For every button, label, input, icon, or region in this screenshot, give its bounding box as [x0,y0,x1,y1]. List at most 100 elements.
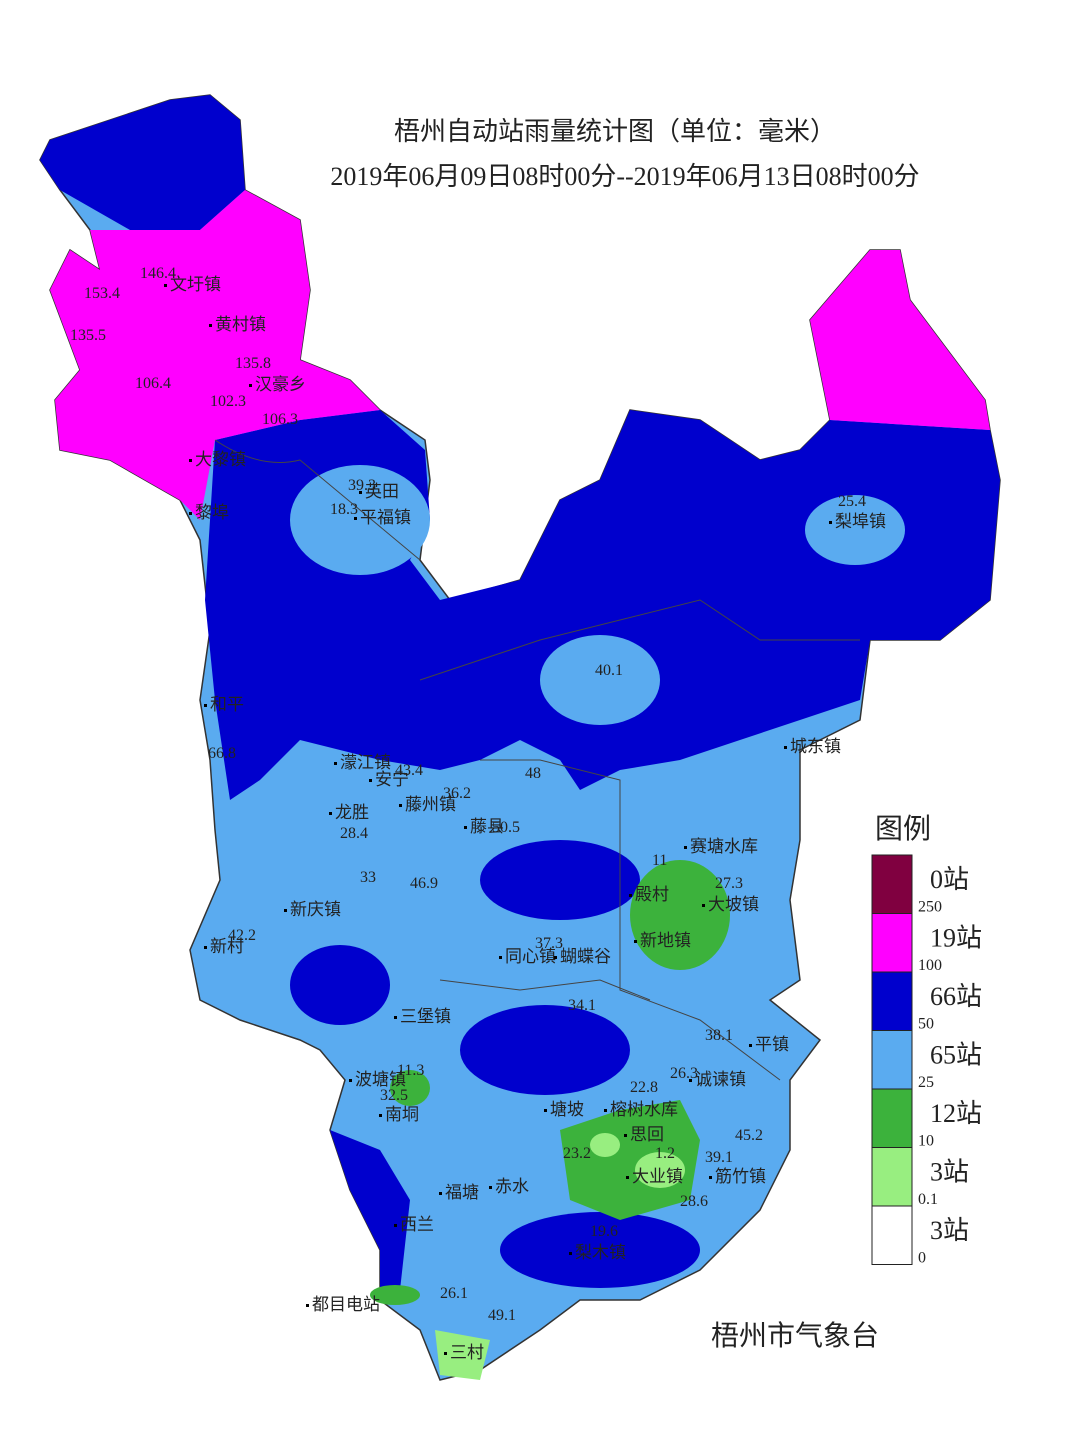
rain-reading: 146.4 [140,265,176,282]
zone-50-100 [40,95,245,230]
rain-reading: 43.4 [395,762,423,779]
place-name: 西兰 [400,1215,434,1234]
rain-reading: 26.1 [440,1285,468,1302]
zone-0-10 [435,1330,490,1380]
place-name: 和平 [210,695,244,714]
station-dot [624,1134,627,1137]
rain-reading: 23.2 [563,1145,591,1162]
rain-reading: 34.1 [568,997,596,1014]
place-name: 濛江镇 [340,753,391,772]
place-name: 黄村镇 [215,315,266,334]
place-name: 英田 [365,482,399,501]
legend-break: 25 [918,1074,934,1091]
station-dot [164,284,167,287]
place-name: 三村 [450,1343,484,1362]
rain-reading: 26.3 [670,1065,698,1082]
place-name: 南垌 [385,1105,419,1124]
map-subtitle: 2019年06月09日08时00分--2019年06月13日08时00分 [330,162,919,191]
station-dot [629,894,632,897]
rain-reading: 48 [525,765,541,782]
rain-reading: 106.4 [135,375,171,392]
legend-break: 0 [918,1250,926,1267]
station-dot [399,804,402,807]
zone-25-50 [290,465,430,575]
rain-reading: 11.3 [397,1062,424,1079]
rain-reading: 25.4 [838,493,866,510]
place-name: 文圩镇 [170,275,221,294]
legend-label: 0站 [930,865,969,894]
rain-reading: 19.6 [590,1223,618,1240]
rain-reading: 42.2 [228,927,256,944]
station-dot [604,1109,607,1112]
station-dot [689,1079,692,1082]
place-name: 梨埠镇 [835,512,886,531]
place-name: 平福镇 [360,508,411,527]
rain-reading: 135.8 [235,355,271,372]
zone-10-25 [630,860,730,970]
place-name: 塘坡 [550,1100,584,1119]
zone-10-25 [560,1100,700,1220]
station-dot [369,779,372,782]
place-name: 城东镇 [790,737,841,756]
rain-reading: 22.8 [630,1079,658,1096]
station-dot [284,909,287,912]
rain-reading: 18.3 [330,501,358,518]
legend-label: 65站 [930,1041,982,1070]
legend-label: 66站 [930,982,982,1011]
zone-10-25 [370,1285,420,1305]
legend-label: 12站 [930,1099,982,1128]
place-name: 波塘镇 [355,1070,406,1089]
border [480,759,781,1081]
place-name: 赤水 [495,1177,529,1196]
place-name: 龙胜 [335,803,369,822]
zone-50-100 [290,945,390,1025]
rain-reading: 36.2 [443,785,471,802]
rain-reading: 106.3 [262,411,298,428]
map-regions [39,94,1001,1381]
rain-reading: 39.3 [348,477,376,494]
rain-reading: 66.8 [208,745,236,762]
rain-reading: 49.1 [488,1307,516,1324]
rain-reading: 40.1 [595,662,623,679]
place-name: 殿村 [635,885,669,904]
station-dot [464,826,467,829]
legend-break: 10 [918,1133,934,1150]
station-dot [709,1176,712,1179]
rain-reading: 27.3 [715,875,743,892]
zone-50-100 [480,840,640,920]
rain-reading: 28.4 [340,825,368,842]
station-dot [634,940,637,943]
station-dot [499,956,502,959]
place-name: 福塘 [445,1183,479,1202]
station-dot [444,1352,447,1355]
legend-swatch [871,854,913,914]
station-dot [329,812,332,815]
rain-reading: 39.1 [705,1149,733,1166]
station-dot [439,1192,442,1195]
rain-reading: 102.3 [210,393,246,410]
border [214,439,421,561]
map-title: 梧州自动站雨量统计图（单位：毫米） [394,117,836,146]
station-dot [354,517,357,520]
zone-10-25 [390,1070,430,1106]
station-dot [554,956,557,959]
station-dot [626,1176,629,1179]
rain-reading: 153.4 [84,285,120,302]
place-name: 大坡镇 [708,895,759,914]
place-name: 新庆镇 [290,900,341,919]
rain-reading: 135.5 [70,327,106,344]
legend-swatch [871,913,913,973]
legend-swatch [871,1030,913,1090]
place-name: 藤州镇 [405,795,456,814]
border [439,979,651,1001]
place-name: 大黎镇 [195,450,246,469]
rain-reading: 28.6 [680,1193,708,1210]
rain-reading: 11 [652,852,667,869]
zone-0-10 [635,1152,685,1188]
zone-0-10 [590,1133,620,1157]
legend-break: 100 [918,957,942,974]
station-dot [702,904,705,907]
place-name: 汉豪乡 [255,374,306,394]
rain-reading: 46.9 [410,875,438,892]
